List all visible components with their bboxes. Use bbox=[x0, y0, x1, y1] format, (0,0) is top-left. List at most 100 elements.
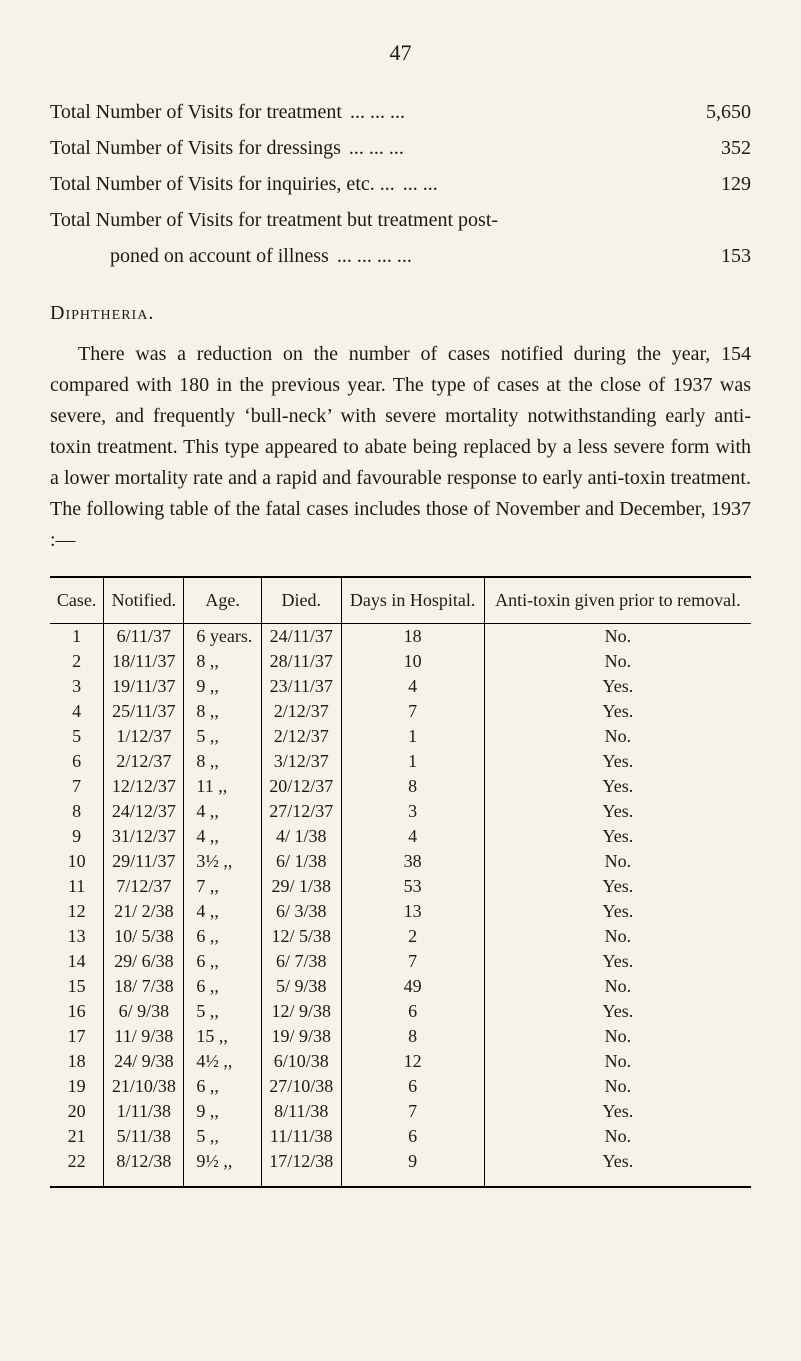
table-cell: 1/12/37 bbox=[104, 724, 184, 749]
table-cell: 4 ,, bbox=[184, 824, 262, 849]
table-cell: 4 ,, bbox=[184, 899, 262, 924]
table-cell: 27/10/38 bbox=[261, 1074, 341, 1099]
table-cell: No. bbox=[484, 649, 751, 674]
table-cell: No. bbox=[484, 1124, 751, 1149]
table-cell: Yes. bbox=[484, 899, 751, 924]
section-heading: Diphtheria. bbox=[50, 302, 751, 325]
table-cell: 24/ 9/38 bbox=[104, 1049, 184, 1074]
table-cell: 10/ 5/38 bbox=[104, 924, 184, 949]
table-cell: 1 bbox=[341, 749, 484, 774]
table-cell: 5 ,, bbox=[184, 724, 262, 749]
table-row: 712/12/3711 ,,20/12/378Yes. bbox=[50, 774, 751, 799]
table-cell: 6 bbox=[341, 999, 484, 1024]
table-cell: No. bbox=[484, 849, 751, 874]
table-cell: 4 bbox=[50, 699, 104, 724]
table-cell: 5 ,, bbox=[184, 1124, 262, 1149]
table-cell: 2 bbox=[50, 649, 104, 674]
stat-label: poned on account of illness bbox=[110, 240, 329, 272]
table-cell: 8/11/38 bbox=[261, 1099, 341, 1124]
table-cell: 18 bbox=[50, 1049, 104, 1074]
table-cell: No. bbox=[484, 1049, 751, 1074]
table-cell: 18 bbox=[341, 624, 484, 650]
table-cell: 8 bbox=[50, 799, 104, 824]
table-row: 1824/ 9/384½ ,,6/10/3812No. bbox=[50, 1049, 751, 1074]
table-cell: 16 bbox=[50, 999, 104, 1024]
table-header: Anti-toxin given prior to removal. bbox=[484, 577, 751, 624]
table-header: Notified. bbox=[104, 577, 184, 624]
table-row: 425/11/378 ,,2/12/377Yes. bbox=[50, 699, 751, 724]
table-cell: 21/10/38 bbox=[104, 1074, 184, 1099]
table-cell: Yes. bbox=[484, 999, 751, 1024]
table-cell: 9 bbox=[50, 824, 104, 849]
table-cell: 11 bbox=[50, 874, 104, 899]
table-cell: 4 bbox=[341, 674, 484, 699]
table-row: 319/11/379 ,,23/11/374Yes. bbox=[50, 674, 751, 699]
table-row: 215/11/385 ,,11/11/386No. bbox=[50, 1124, 751, 1149]
table-cell: 5 bbox=[50, 724, 104, 749]
stat-dots bbox=[506, 204, 683, 236]
table-cell: 6 ,, bbox=[184, 1074, 262, 1099]
table-cell: 7 bbox=[341, 1099, 484, 1124]
stat-value: 352 bbox=[691, 132, 751, 164]
table-cell: 12 bbox=[50, 899, 104, 924]
table-cell: No. bbox=[484, 624, 751, 650]
table-cell: 6/ 9/38 bbox=[104, 999, 184, 1024]
table-row: 1429/ 6/386 ,,6/ 7/387Yes. bbox=[50, 949, 751, 974]
table-row: 1921/10/386 ,,27/10/386No. bbox=[50, 1074, 751, 1099]
table-cell: 15 ,, bbox=[184, 1024, 262, 1049]
table-cell: 12 bbox=[341, 1049, 484, 1074]
table-cell: 24/11/37 bbox=[261, 624, 341, 650]
table-cell: 6/10/38 bbox=[261, 1049, 341, 1074]
stat-value: 129 bbox=[691, 168, 751, 200]
table-cell: 7 ,, bbox=[184, 874, 262, 899]
table-cell: 6/ 7/38 bbox=[261, 949, 341, 974]
table-cell: 17 bbox=[50, 1024, 104, 1049]
table-header: Days in Hospital. bbox=[341, 577, 484, 624]
table-cell: 12/12/37 bbox=[104, 774, 184, 799]
table-cell: 29/11/37 bbox=[104, 849, 184, 874]
table-cell: 6 ,, bbox=[184, 949, 262, 974]
stat-line: Total Number of Visits for dressings... … bbox=[50, 132, 751, 164]
stat-value: 153 bbox=[691, 240, 751, 272]
table-cell: 3/12/37 bbox=[261, 749, 341, 774]
table-cell: 6/ 3/38 bbox=[261, 899, 341, 924]
table-cell: 1/11/38 bbox=[104, 1099, 184, 1124]
table-cell: 8 ,, bbox=[184, 649, 262, 674]
stat-line: Total Number of Visits for inquiries, et… bbox=[50, 168, 751, 200]
table-cell: No. bbox=[484, 1024, 751, 1049]
table-cell: 8 ,, bbox=[184, 699, 262, 724]
stat-line: poned on account of illness... ... ... .… bbox=[50, 240, 751, 272]
stat-line: Total Number of Visits for treatment but… bbox=[50, 204, 751, 236]
table-cell: Yes. bbox=[484, 699, 751, 724]
table-cell: 5 ,, bbox=[184, 999, 262, 1024]
table-row: 1310/ 5/386 ,,12/ 5/382No. bbox=[50, 924, 751, 949]
stat-dots: ... ... ... bbox=[350, 96, 683, 128]
table-cell: 6 years. bbox=[184, 624, 262, 650]
table-cell: 3½ ,, bbox=[184, 849, 262, 874]
table-row: 824/12/374 ,,27/12/373Yes. bbox=[50, 799, 751, 824]
table-cell: No. bbox=[484, 724, 751, 749]
table-row: 228/12/389½ ,,17/12/389Yes. bbox=[50, 1149, 751, 1187]
table-cell: Yes. bbox=[484, 749, 751, 774]
table-cell: 18/11/37 bbox=[104, 649, 184, 674]
stat-label: Total Number of Visits for treatment bbox=[50, 96, 342, 128]
page-number: 47 bbox=[50, 40, 751, 66]
table-cell: 3 bbox=[341, 799, 484, 824]
table-cell: Yes. bbox=[484, 674, 751, 699]
stats-block: Total Number of Visits for treatment... … bbox=[50, 96, 751, 272]
table-header: Age. bbox=[184, 577, 262, 624]
table-cell: 21 bbox=[50, 1124, 104, 1149]
diphtheria-table: Case.Notified.Age.Died.Days in Hospital.… bbox=[50, 576, 751, 1188]
table-row: 117/12/377 ,,29/ 1/3853Yes. bbox=[50, 874, 751, 899]
table-cell: No. bbox=[484, 974, 751, 999]
table-row: 51/12/375 ,,2/12/371No. bbox=[50, 724, 751, 749]
table-cell: 27/12/37 bbox=[261, 799, 341, 824]
table-cell: 11/ 9/38 bbox=[104, 1024, 184, 1049]
stat-dots: ... ... ... bbox=[349, 132, 683, 164]
stat-value bbox=[691, 204, 751, 236]
stat-line: Total Number of Visits for treatment... … bbox=[50, 96, 751, 128]
table-cell: 20/12/37 bbox=[261, 774, 341, 799]
table-cell: 2 bbox=[341, 924, 484, 949]
table-row: 201/11/389 ,,8/11/387Yes. bbox=[50, 1099, 751, 1124]
table-cell: 29/ 1/38 bbox=[261, 874, 341, 899]
